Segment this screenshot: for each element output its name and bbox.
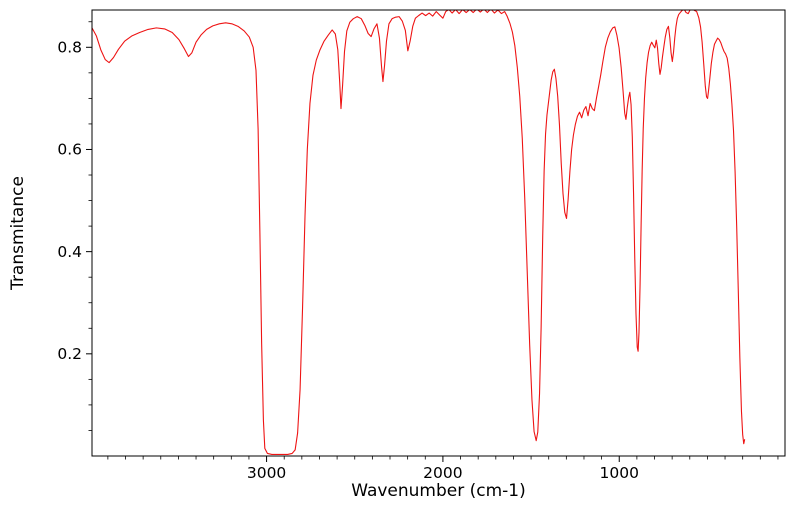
- x-tick-label: 2000: [423, 464, 462, 482]
- x-axis-label: Wavenumber (cm-1): [351, 481, 526, 501]
- y-tick-label: 0.6: [57, 141, 82, 159]
- y-tick-label: 0.4: [57, 243, 82, 261]
- y-axis-label: Transmitance: [8, 176, 28, 290]
- plot-frame: [91, 9, 786, 457]
- x-tick-label: 3000: [247, 464, 286, 482]
- x-tick-label: 1000: [600, 464, 639, 482]
- y-tick-label: 0.8: [57, 38, 82, 56]
- spectrum-line: [92, 10, 746, 456]
- y-tick-label: 0.2: [57, 345, 82, 363]
